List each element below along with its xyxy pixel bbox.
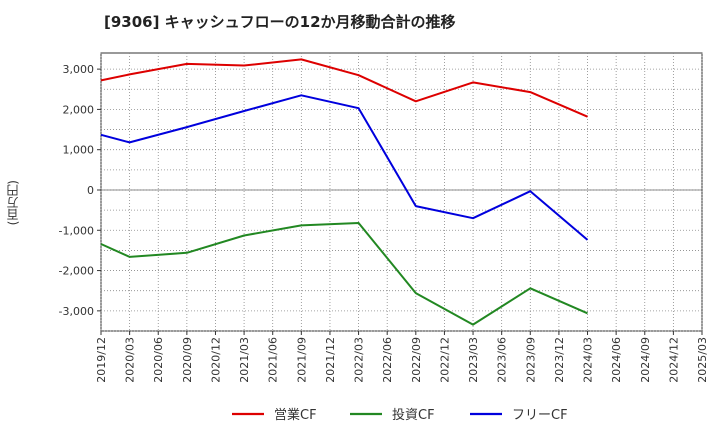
x-tick-label: 2024/12	[667, 337, 680, 383]
x-tick-label: 2023/09	[524, 337, 537, 383]
legend-label: 営業CF	[274, 407, 317, 423]
axis-layer: 3,000 2,000 1,000 0 -1,000 -2,000 -3,000 2019/1…	[59, 63, 709, 383]
series-layer	[100, 58, 589, 326]
x-tick-label: 2021/12	[324, 337, 337, 383]
legend: 営業CF 投資CF フリーCF	[232, 407, 568, 423]
x-tick-label: 2025/03	[696, 337, 709, 383]
y-tick-label: 1,000	[63, 144, 95, 157]
y-tick-label: 0	[87, 184, 94, 197]
series-line-0	[100, 58, 588, 118]
legend-label: フリーCF	[512, 408, 568, 423]
x-tick-label: 2023/06	[496, 337, 509, 383]
x-tick-label: 2019/12	[95, 337, 108, 383]
x-tick-label: 2020/12	[209, 337, 222, 383]
x-tick-label: 2021/06	[267, 337, 280, 383]
x-tick-label: 2022/03	[353, 337, 366, 383]
x-tick-label: 2023/12	[553, 337, 566, 383]
x-tick-label: 2021/03	[238, 337, 251, 383]
x-tick-label: 2020/09	[181, 337, 194, 383]
chart-title: [9306] キャッシュフローの12か月移動合計の推移	[104, 13, 456, 31]
x-tick-label: 2022/12	[438, 337, 451, 383]
x-tick-label: 2024/06	[610, 337, 623, 383]
x-tick-label: 2021/09	[295, 337, 308, 383]
y-tick-label: 3,000	[63, 63, 95, 76]
y-tick-label: -1,000	[59, 224, 94, 237]
x-tick-label: 2022/09	[410, 337, 423, 383]
y-tick-label: 2,000	[63, 103, 95, 116]
x-tick-label: 2022/06	[381, 337, 394, 383]
series-line-2	[100, 94, 589, 241]
legend-label: 投資CF	[392, 407, 435, 423]
x-tick-label: 2024/09	[639, 337, 652, 383]
x-tick-label: 2020/06	[152, 337, 165, 383]
x-tick-label: 2023/03	[467, 337, 480, 383]
y-tick-label: -2,000	[59, 265, 94, 278]
series-line-1	[100, 222, 588, 326]
x-tick-label: 2024/03	[582, 337, 595, 383]
x-tick-label: 2020/03	[124, 337, 137, 383]
y-tick-label: -3,000	[59, 305, 94, 318]
grid-layer	[100, 52, 703, 332]
